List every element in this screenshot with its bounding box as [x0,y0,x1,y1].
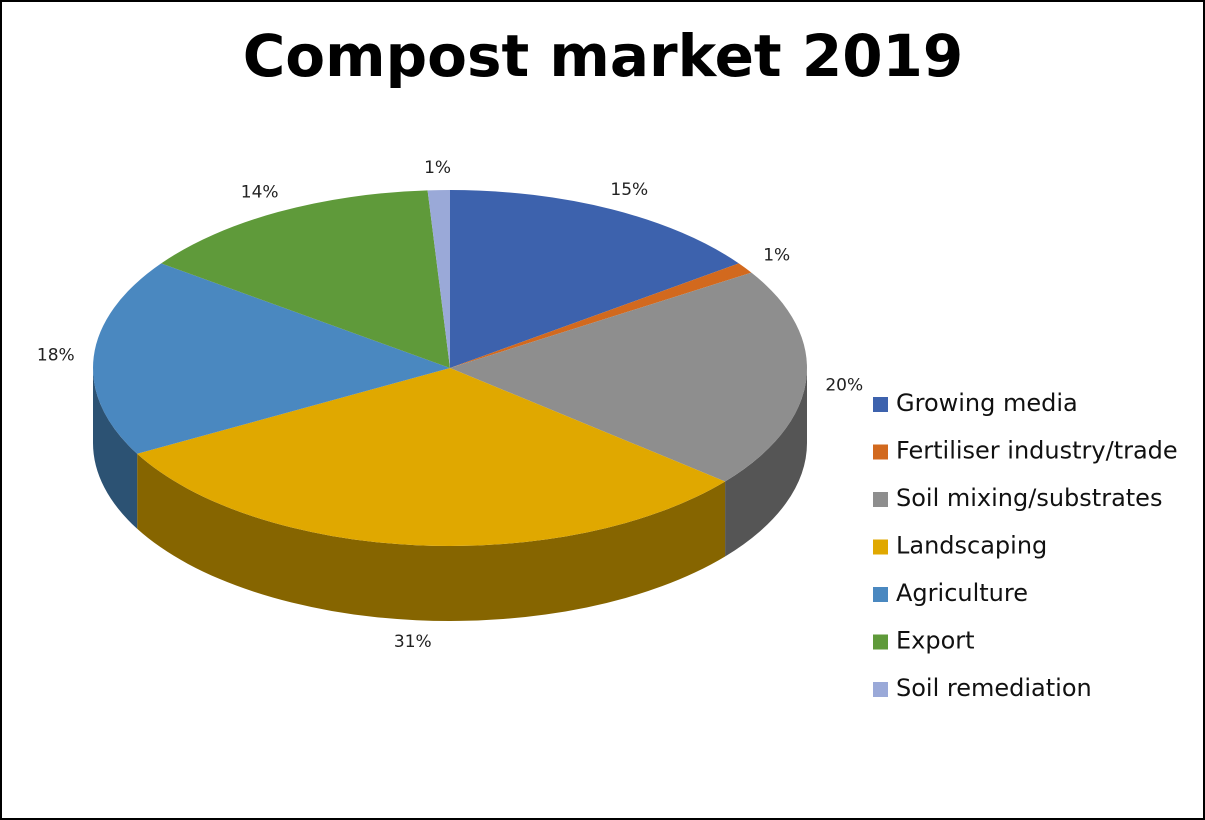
legend-label: Soil remediation [896,674,1092,702]
data-label: 1% [763,246,790,266]
pie-slice-side [725,368,807,557]
data-label: 31% [394,632,432,652]
legend-swatch [873,444,888,460]
pie-slice [427,190,450,368]
pie-slice-side [137,453,726,621]
legend-swatch [873,539,888,555]
legend-swatch [873,397,888,412]
legend-swatch [873,492,888,507]
pie-slice [450,190,739,368]
data-label: 14% [241,183,279,203]
legend-label: Export [896,627,975,655]
pie-slice-side [93,368,138,529]
legend-swatch [873,634,888,650]
legend-label: Growing media [896,389,1078,417]
legend-label: Landscaping [896,532,1047,560]
data-label: 20% [825,375,863,395]
pie-slice [450,272,807,482]
legend-label: Soil mixing/substrates [896,484,1162,512]
data-label: 1% [424,158,451,178]
pie-slice [137,368,726,546]
data-label: 18% [37,345,75,365]
legend-swatch [873,682,888,697]
pie-slice [93,263,450,454]
legend-label: Fertiliser industry/trade [896,437,1178,465]
pie-slice [450,263,752,368]
legend-swatch [873,587,888,602]
chart-title: Compost market 2019 [243,22,964,90]
legend-label: Agriculture [896,579,1028,607]
pie-slice [161,190,450,368]
data-label: 15% [610,180,648,200]
